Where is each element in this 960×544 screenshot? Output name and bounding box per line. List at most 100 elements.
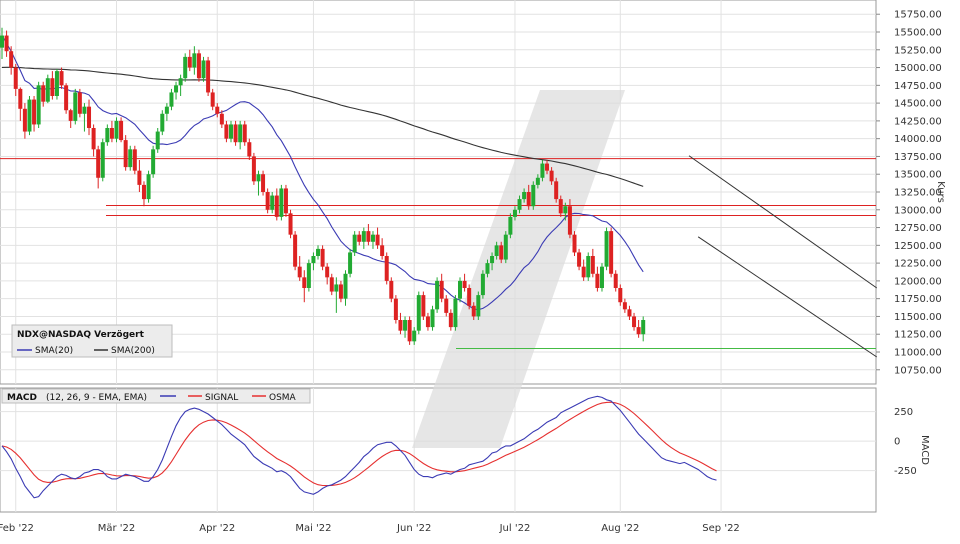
candle-body bbox=[238, 124, 243, 143]
candle-body bbox=[27, 99, 32, 132]
candle-body bbox=[421, 295, 426, 317]
sma200-line bbox=[1, 66, 644, 187]
candle-body bbox=[87, 106, 92, 128]
candle-body bbox=[609, 231, 614, 274]
candle-body bbox=[384, 256, 389, 281]
candle-body bbox=[595, 273, 600, 288]
candle-body bbox=[370, 234, 375, 242]
candle-body bbox=[407, 320, 412, 342]
candle-body bbox=[54, 71, 59, 96]
candle-body bbox=[590, 256, 595, 274]
candle-body bbox=[261, 174, 266, 192]
trend-channel-line bbox=[697, 236, 878, 358]
price-tick-label: 13000.00 bbox=[894, 205, 942, 216]
candle-body bbox=[256, 174, 261, 182]
candle-body bbox=[288, 213, 293, 235]
candle-body bbox=[599, 266, 604, 288]
candle-body bbox=[348, 252, 353, 274]
candle-body bbox=[389, 280, 394, 299]
sma20-legend-label: SMA(20) bbox=[35, 346, 73, 356]
candle-body bbox=[96, 149, 101, 178]
candle-body bbox=[604, 231, 609, 267]
price-tick-label: 11000.00 bbox=[894, 348, 942, 359]
price-tick-label: 13250.00 bbox=[894, 188, 942, 199]
x-tick-label: Feb '22 bbox=[0, 523, 34, 534]
candle-body bbox=[352, 234, 357, 253]
candle-body bbox=[274, 195, 279, 217]
candle-body bbox=[32, 99, 37, 125]
candle-body bbox=[480, 273, 485, 296]
candle-body bbox=[499, 245, 504, 260]
x-tick-label: Sep '22 bbox=[702, 523, 740, 534]
macd-legend-params: (12, 26, 9 - EMA, EMA) bbox=[46, 393, 147, 403]
candle-body bbox=[22, 108, 27, 132]
candle-body bbox=[18, 88, 23, 109]
candle-body bbox=[13, 67, 18, 89]
price-tick-label: 13500.00 bbox=[894, 170, 942, 181]
candle-body bbox=[448, 312, 453, 328]
candle-body bbox=[636, 327, 641, 335]
signal-legend-label: SIGNAL bbox=[205, 393, 238, 403]
candle-body bbox=[549, 170, 554, 182]
candle-body bbox=[512, 209, 517, 217]
candle-body bbox=[50, 78, 55, 96]
candle-body bbox=[338, 284, 343, 299]
macd-tick-label: 250 bbox=[894, 407, 913, 418]
candle-body bbox=[247, 142, 252, 157]
candle-body bbox=[311, 256, 316, 264]
candle-body bbox=[146, 174, 151, 200]
candle-body bbox=[444, 298, 449, 313]
candle-body bbox=[334, 284, 339, 292]
price-tick-label: 14500.00 bbox=[894, 99, 942, 110]
candle-body bbox=[357, 234, 362, 242]
candle-body bbox=[293, 234, 298, 267]
candle-body bbox=[132, 149, 137, 171]
candle-body bbox=[641, 320, 646, 335]
candle-body bbox=[297, 266, 302, 278]
candle-body bbox=[627, 309, 632, 317]
price-tick-label: 11750.00 bbox=[894, 294, 942, 305]
price-tick-label: 10750.00 bbox=[894, 365, 942, 376]
candle-body bbox=[453, 298, 458, 328]
macd-signal-line bbox=[1, 401, 717, 487]
candle-body bbox=[526, 192, 531, 207]
candle-body bbox=[155, 131, 160, 150]
candle-body bbox=[169, 92, 174, 107]
candle-body bbox=[503, 234, 508, 260]
candle-body bbox=[91, 128, 96, 150]
price-tick-label: 12750.00 bbox=[894, 223, 942, 234]
candle-body bbox=[329, 277, 334, 292]
price-tick-label: 14750.00 bbox=[894, 81, 942, 92]
candle-body bbox=[425, 316, 430, 328]
candle-body bbox=[471, 305, 476, 317]
candle-body bbox=[508, 216, 513, 235]
candle-body bbox=[517, 199, 522, 210]
candle-body bbox=[462, 280, 467, 288]
price-tick-label: 15250.00 bbox=[894, 45, 942, 56]
macd-legend-box bbox=[1, 388, 311, 404]
candle-body bbox=[192, 53, 197, 68]
candle-body bbox=[558, 199, 563, 214]
candle-body bbox=[325, 266, 330, 278]
candle-body bbox=[540, 163, 545, 178]
candle-body bbox=[36, 85, 41, 125]
candle-body bbox=[494, 245, 499, 256]
candle-body bbox=[531, 184, 536, 207]
x-tick-label: Jul '22 bbox=[499, 523, 531, 534]
candle-body bbox=[343, 273, 348, 299]
candle-body bbox=[522, 192, 527, 200]
candle-body bbox=[119, 120, 124, 141]
candle-body bbox=[45, 78, 50, 102]
candle-body bbox=[0, 35, 4, 48]
candle-body bbox=[622, 302, 627, 310]
candle-body bbox=[233, 124, 238, 143]
candle-body bbox=[586, 256, 591, 278]
candle-body bbox=[4, 35, 9, 52]
candle-body bbox=[224, 124, 229, 139]
x-tick-label: Apr '22 bbox=[199, 523, 235, 534]
candle-body bbox=[105, 128, 110, 143]
macd-legend-title: MACD bbox=[7, 393, 37, 403]
candle-body bbox=[467, 288, 472, 306]
candle-body bbox=[164, 106, 169, 114]
